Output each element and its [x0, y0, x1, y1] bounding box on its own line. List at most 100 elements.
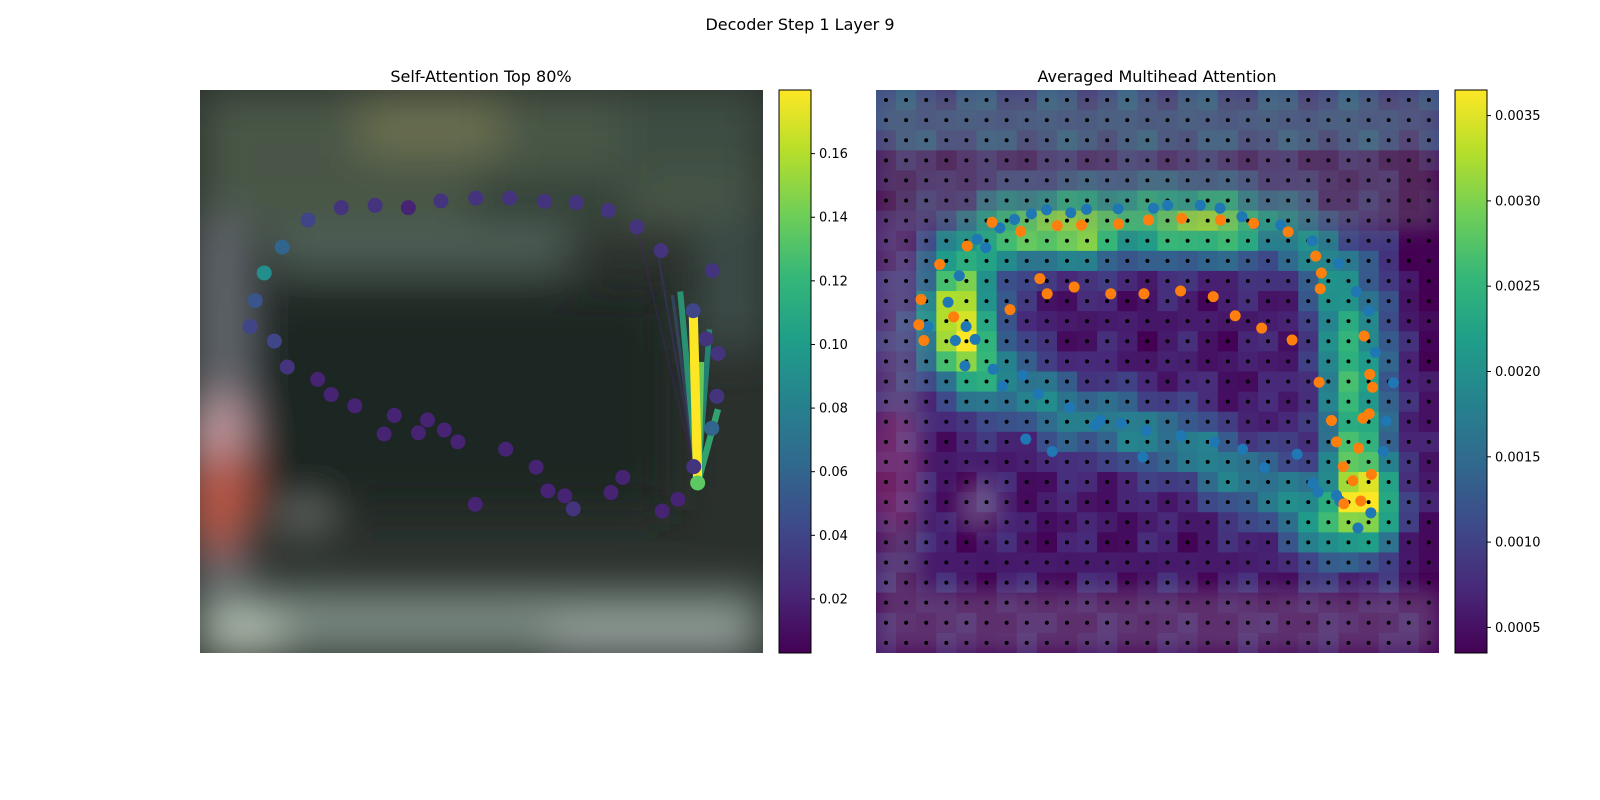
grid-dot: [1306, 258, 1311, 263]
self-attention-title: Self-Attention Top 80%: [390, 67, 571, 86]
grid-dot: [1225, 439, 1230, 444]
grid-dot: [1004, 600, 1009, 605]
grid-dot: [1406, 218, 1411, 223]
grid-dot: [1024, 158, 1029, 163]
orange-point: [1313, 376, 1325, 388]
grid-dot: [1004, 218, 1009, 223]
token-point: [436, 422, 452, 438]
grid-dot: [964, 439, 969, 444]
grid-dot: [1165, 118, 1170, 123]
grid-dot: [944, 278, 949, 283]
orange-point: [1051, 220, 1063, 232]
grid-dot: [1386, 620, 1391, 625]
grid-dot: [1064, 520, 1069, 525]
grid-dot: [1205, 640, 1210, 645]
grid-dot: [1326, 339, 1331, 344]
grid-dot: [1286, 520, 1291, 525]
token-point: [468, 190, 484, 206]
token-point: [367, 197, 383, 213]
grid-dot: [1125, 299, 1130, 304]
grid-dot: [1426, 138, 1431, 143]
grid-dot: [1085, 379, 1090, 384]
grid-dot: [1004, 640, 1009, 645]
grid-dot: [904, 339, 909, 344]
grid-dot: [1185, 580, 1190, 585]
grid-dot: [944, 480, 949, 485]
grid-dot: [1064, 379, 1069, 384]
grid-dot: [1024, 640, 1029, 645]
colorbar-tick-label: 0.16: [819, 147, 848, 162]
grid-dot: [984, 319, 989, 324]
grid-dot: [1245, 138, 1250, 143]
grid-dot: [1125, 278, 1130, 283]
grid-dot: [1064, 319, 1069, 324]
colorbar-tick-label: 0.0025: [1495, 280, 1541, 295]
self-attention-colorbar: 0.02 0.04 0.06 0.08 0.10 0.12 0.14 0.16: [778, 89, 848, 654]
colorbar-tick-label: 0.08: [819, 402, 848, 417]
grid-dot: [1024, 399, 1029, 404]
grid-dot: [904, 560, 909, 565]
grid-dot: [1024, 379, 1029, 384]
grid-dot: [924, 278, 929, 283]
grid-dot: [1024, 278, 1029, 283]
orange-point: [1229, 310, 1241, 322]
grid-dot: [1125, 500, 1130, 505]
grid-dot: [1044, 379, 1049, 384]
grid-dot: [924, 138, 929, 143]
grid-dot: [1426, 339, 1431, 344]
blue-point: [1387, 377, 1399, 389]
grid-dot: [1245, 399, 1250, 404]
grid-dot: [1286, 258, 1291, 263]
grid-dot: [1346, 178, 1351, 183]
grid-dot: [1406, 379, 1411, 384]
grid-dot: [1406, 500, 1411, 505]
grid-dot: [1225, 560, 1230, 565]
grid-dot: [1406, 419, 1411, 424]
blue-point: [960, 320, 972, 332]
grid-dot: [924, 258, 929, 263]
grid-dot: [904, 500, 909, 505]
background-photo: [200, 90, 763, 653]
grid-dot: [1125, 459, 1130, 464]
grid-dot: [1105, 620, 1110, 625]
grid-dot: [1386, 218, 1391, 223]
grid-dot: [1165, 299, 1170, 304]
grid-dot: [884, 218, 888, 223]
grid-dot: [924, 620, 929, 625]
grid-dot: [1286, 540, 1291, 545]
grid-dot: [1386, 138, 1391, 143]
blue-point: [1365, 507, 1377, 519]
grid-dot: [1185, 238, 1190, 243]
grid-dot: [1366, 138, 1371, 143]
grid-dot: [1366, 480, 1371, 485]
grid-dot: [944, 359, 949, 364]
orange-point: [1142, 214, 1154, 226]
grid-dot: [1225, 640, 1230, 645]
grid-dot: [1386, 118, 1391, 123]
grid-dot: [1266, 620, 1271, 625]
grid-dot: [1044, 560, 1049, 565]
grid-dot: [1185, 640, 1190, 645]
grid-dot: [1326, 480, 1331, 485]
orange-point: [1015, 225, 1027, 237]
grid-dot: [1346, 620, 1351, 625]
grid-dot: [1426, 600, 1431, 605]
grid-dot: [924, 480, 929, 485]
grid-dot: [1346, 218, 1351, 223]
grid-dot: [1245, 419, 1250, 424]
grid-dot: [1004, 580, 1009, 585]
grid-dot: [904, 379, 909, 384]
grid-dot: [1386, 520, 1391, 525]
blue-point: [1236, 211, 1248, 223]
grid-dot: [1426, 238, 1431, 243]
grid-dot: [944, 178, 949, 183]
grid-dot: [1386, 500, 1391, 505]
grid-dot: [924, 178, 929, 183]
blue-point: [953, 270, 965, 282]
grid-dot: [1225, 540, 1230, 545]
blue-point: [1291, 448, 1303, 460]
grid-dot: [1326, 158, 1331, 163]
grid-dot: [1286, 560, 1291, 565]
grid-dot: [1024, 98, 1029, 102]
grid-dot: [1245, 118, 1250, 123]
